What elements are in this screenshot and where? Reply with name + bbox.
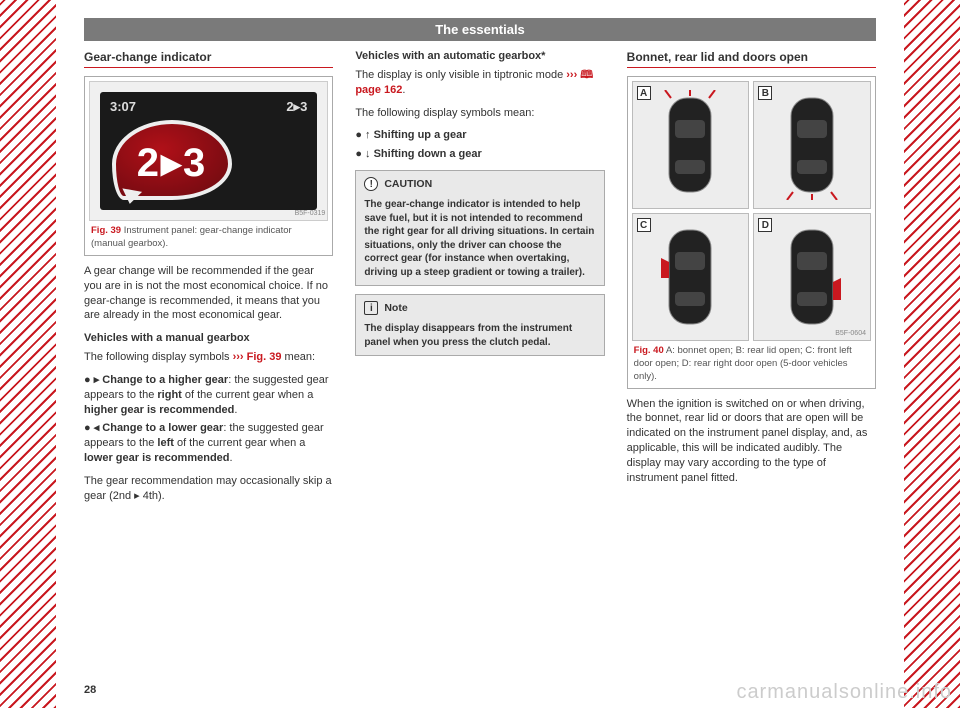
note-icon: i xyxy=(364,301,378,315)
note-callout: i Note The display disappears from the i… xyxy=(355,294,604,356)
fig40-caption: Fig. 40 A: bonnet open; B: rear lid open… xyxy=(632,345,871,383)
page-hatch-left xyxy=(0,0,56,708)
note-body: The display disappears from the instrume… xyxy=(364,322,595,349)
fig40-label-a: A xyxy=(637,86,651,100)
col1-b2-a: ◂ Change to a lower gear xyxy=(94,422,224,434)
fig39-big-text: 2▸3 xyxy=(116,136,228,190)
col2-bullets: ↑ Shifting up a gear ↓ Shifting down a g… xyxy=(355,128,604,162)
caution-title: CAUTION xyxy=(384,177,432,191)
column-2: Vehicles with an automatic gearbox* The … xyxy=(355,49,604,512)
fig39-caption: Fig. 39 Instrument panel: gear-change in… xyxy=(89,225,328,251)
col1-para2-a: The following display symbols xyxy=(84,351,233,363)
col1-b1-e: higher gear is recommended xyxy=(84,404,234,416)
fig40-grid: A B xyxy=(632,81,871,341)
col1-b2-f: . xyxy=(230,452,233,464)
caution-body: The gear-change indicator is intended to… xyxy=(364,198,595,279)
fig39-screen: 3:07 2▸3 2▸3 xyxy=(100,92,317,210)
figure-39: 3:07 2▸3 2▸3 B5F-0319 Fig. 39 Instrument… xyxy=(84,76,333,256)
fig39-caption-ref: Fig. 39 xyxy=(91,225,121,236)
column-3: Bonnet, rear lid and doors open A B xyxy=(627,49,876,512)
car-top-icon xyxy=(661,90,719,200)
car-top-icon xyxy=(783,90,841,200)
fig39-corner-gear: 2▸3 xyxy=(286,98,307,116)
col1-para3: The gear recommendation may occasionally… xyxy=(84,474,333,504)
note-header: i Note xyxy=(364,301,595,318)
columns: Gear-change indicator 3:07 2▸3 2▸3 B5F-0… xyxy=(84,49,876,512)
fig40-label-b: B xyxy=(758,86,772,100)
col1-b1-f: . xyxy=(234,404,237,416)
caution-icon: ! xyxy=(364,177,378,191)
fig40-label-d: D xyxy=(758,218,772,232)
column-1: Gear-change indicator 3:07 2▸3 2▸3 B5F-0… xyxy=(84,49,333,512)
col1-para2-ref: ››› Fig. 39 xyxy=(233,351,282,363)
col1-b2-e: lower gear is recommended xyxy=(84,452,230,464)
fig40-label-c: C xyxy=(637,218,651,232)
watermark: carmanualsonline.info xyxy=(736,681,952,704)
col2-para1-b: . xyxy=(402,84,405,96)
fig39-time: 3:07 xyxy=(110,98,136,116)
fig39-caption-text: Instrument panel: gear-change indicator … xyxy=(91,225,292,249)
page-number: 28 xyxy=(84,684,96,696)
caution-callout: ! CAUTION The gear-change indicator is i… xyxy=(355,170,604,286)
col2-bullet2: ↓ Shifting down a gear xyxy=(355,147,604,162)
fig40-cell-d: D B5F-0604 xyxy=(753,213,871,341)
col2-b2-text: ↓ Shifting down a gear xyxy=(365,148,482,160)
col1-sub1: Vehicles with a manual gearbox xyxy=(84,331,333,346)
col1-b1-c: right xyxy=(157,389,181,401)
col2-sub1: Vehicles with an automatic gearbox* xyxy=(355,49,604,64)
col2-para2: The following display symbols mean: xyxy=(355,106,604,121)
fig39-bubble: 2▸3 xyxy=(112,120,232,200)
col1-para2-b: mean: xyxy=(281,351,315,363)
fig39-panel: 3:07 2▸3 2▸3 B5F-0319 xyxy=(89,81,328,221)
fig40-cell-c: C xyxy=(632,213,750,341)
col1-bullets: ▸ Change to a higher gear: the suggested… xyxy=(84,373,333,466)
header-bar: The essentials xyxy=(84,18,876,41)
note-title: Note xyxy=(384,301,407,315)
page-content: The essentials Gear-change indicator 3:0… xyxy=(56,0,904,708)
fig40-caption-text: A: bonnet open; B: rear lid open; C: fro… xyxy=(634,345,852,382)
col3-para1: When the ignition is switched on or when… xyxy=(627,397,876,486)
fig40-caption-ref: Fig. 40 xyxy=(634,345,664,356)
col1-para1: A gear change will be recommended if the… xyxy=(84,264,333,323)
page-hatch-right xyxy=(904,0,960,708)
col1-b2-c: left xyxy=(157,437,174,449)
car-top-icon xyxy=(783,222,841,332)
col1-b2-d: of the current gear when a xyxy=(174,437,305,449)
col2-para1: The display is only visible in tiptronic… xyxy=(355,68,604,98)
car-top-icon xyxy=(661,222,719,332)
fig40-cell-b: B xyxy=(753,81,871,209)
section-title-gear-change: Gear-change indicator xyxy=(84,49,333,68)
section-title-bonnet: Bonnet, rear lid and doors open xyxy=(627,49,876,68)
col1-para2: The following display symbols ››› Fig. 3… xyxy=(84,350,333,365)
col2-b1-text: ↑ Shifting up a gear xyxy=(365,129,466,141)
figure-40: A B xyxy=(627,76,876,388)
fig39-topbar: 3:07 2▸3 xyxy=(110,98,307,116)
col1-bullet2: ◂ Change to a lower gear: the suggested … xyxy=(84,421,333,466)
fig40-refcode: B5F-0604 xyxy=(835,329,866,338)
col1-b1-a: ▸ Change to a higher gear xyxy=(94,374,229,386)
fig40-cell-a: A xyxy=(632,81,750,209)
col2-bullet1: ↑ Shifting up a gear xyxy=(355,128,604,143)
col2-para1-a: The display is only visible in tiptronic… xyxy=(355,69,566,81)
col1-bullet1: ▸ Change to a higher gear: the suggested… xyxy=(84,373,333,418)
caution-header: ! CAUTION xyxy=(364,177,595,194)
col1-b1-d: of the current gear when a xyxy=(182,389,313,401)
fig39-refcode: B5F-0319 xyxy=(295,209,326,218)
